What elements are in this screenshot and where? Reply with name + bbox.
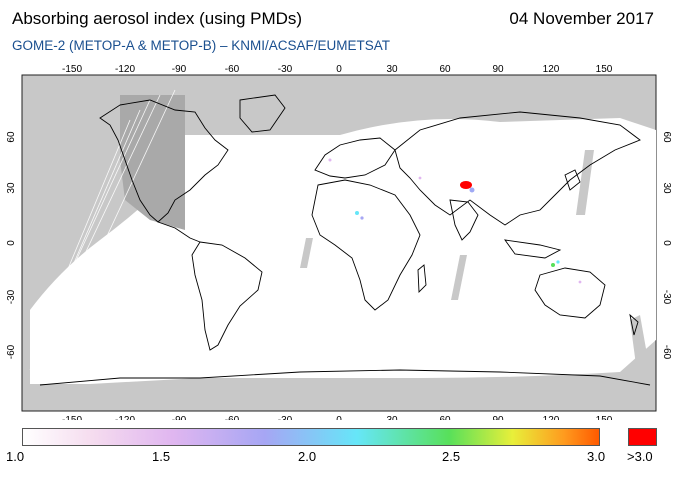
map-title: Absorbing aerosol index (using PMDs) — [12, 9, 303, 28]
lon-tick-label: 30 — [386, 64, 398, 75]
lon-tick-label: 150 — [596, 415, 613, 420]
lon-tick-label: 120 — [543, 64, 560, 75]
colorbar-tick-label: 3.0 — [587, 449, 606, 464]
lon-tick-label: -30 — [278, 415, 293, 420]
central-america-coast — [157, 221, 201, 243]
lon-tick-label: -150 — [62, 415, 82, 420]
lon-tick-label: 120 — [543, 415, 560, 420]
lat-tick-label: -60 — [6, 344, 17, 359]
lon-tick-label: -150 — [62, 64, 82, 75]
map-subtitle: GOME-2 (METOP-A & METOP-B) – KNMI/ACSAF/… — [12, 38, 391, 53]
lat-tick-label: -60 — [661, 345, 672, 360]
lon-tick-label: -90 — [172, 415, 187, 420]
night-band — [120, 95, 185, 230]
lat-tick-label: 0 — [6, 240, 17, 246]
australia-coast — [534, 267, 606, 319]
lat-tick-label: 60 — [6, 131, 17, 143]
colorbar-tick-label: 1.5 — [152, 449, 171, 464]
lat-ticks-left: 60 30 0 -30 -60 — [6, 131, 17, 359]
map-date: 04 November 2017 — [509, 9, 654, 28]
colorbar — [22, 428, 600, 446]
north-america-coast — [99, 99, 229, 223]
world-map: -150 -120 -90 -60 -30 0 30 60 90 120 150… — [0, 60, 676, 426]
south-america-coast — [191, 241, 263, 351]
lon-tick-label: 30 — [386, 415, 398, 420]
india-coast — [449, 199, 479, 241]
africa-coast — [311, 179, 421, 311]
greenland-coast — [239, 94, 286, 133]
lon-tick-label: 90 — [492, 64, 504, 75]
new-zealand-coast — [629, 313, 639, 336]
lon-tick-label: -90 — [172, 64, 187, 75]
swath-lines — [29, 89, 176, 381]
asia-coast — [394, 111, 641, 226]
lon-tick-label: 0 — [336, 415, 342, 420]
colorbar-overflow-swatch — [628, 428, 657, 446]
colorbar-overflow-label: >3.0 — [627, 449, 653, 464]
antarctica-coast — [39, 369, 651, 386]
lon-tick-label: -30 — [278, 64, 293, 75]
indonesia-coast — [504, 239, 562, 259]
lon-tick-label: 150 — [596, 64, 613, 75]
lat-tick-label: 30 — [6, 182, 17, 194]
aerosol-hotspot-south-asia — [460, 181, 472, 189]
japan-coast — [564, 169, 581, 191]
lon-tick-label: -60 — [225, 415, 240, 420]
data-gap-stripes — [300, 150, 648, 365]
lon-tick-label: 60 — [439, 64, 451, 75]
aerosol-hotspots — [328, 158, 582, 284]
lat-tick-label: 60 — [661, 131, 672, 143]
colorbar-tick-label: 2.5 — [442, 449, 461, 464]
lat-tick-label: -30 — [6, 289, 17, 304]
lat-tick-label: 30 — [661, 182, 672, 194]
colorbar-tick-label: 1.0 — [6, 449, 25, 464]
lon-tick-label: 60 — [439, 415, 451, 420]
colorbar-tick-label: 2.0 — [298, 449, 317, 464]
madagascar-coast — [417, 264, 427, 294]
lat-tick-label: -30 — [661, 290, 672, 305]
coastlines — [39, 94, 651, 386]
lon-tick-label: -60 — [225, 64, 240, 75]
lat-tick-label: 0 — [661, 240, 672, 246]
lon-ticks-top: -150 -120 -90 -60 -30 0 30 60 90 120 150 — [62, 64, 613, 75]
lon-tick-label: 90 — [492, 415, 504, 420]
lon-tick-label: -120 — [115, 64, 135, 75]
lat-ticks-right: 60 30 0 -30 -60 — [661, 131, 672, 359]
lon-tick-label: 0 — [336, 64, 342, 75]
lon-tick-label: -120 — [115, 415, 135, 420]
lon-ticks-bottom: -150 -120 -90 -60 -30 0 30 60 90 120 150 — [62, 415, 613, 426]
